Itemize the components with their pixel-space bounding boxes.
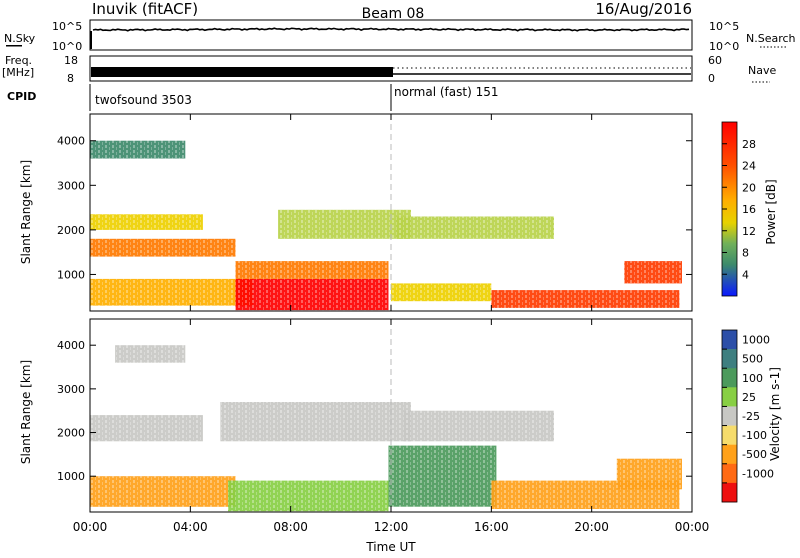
velocity-colorbar-band (722, 368, 737, 388)
nsky-left-tick-top: 10^5 (52, 20, 82, 33)
x-tick-label: 00:00 (73, 520, 108, 534)
freq-series-twofsound (91, 67, 393, 77)
velocity-colorbar-label: Velocity [m s-1] (768, 367, 782, 461)
nsky-panel: N.Sky 10^5 10^0 10^5 10^0 N.Search (4, 19, 796, 53)
cpid-mode-normal: normal (fast) 151 (394, 85, 498, 99)
velocity-y-axis: 4000 3000 2000 1000 (57, 339, 692, 483)
velocity-colorbar-tick-label: -500 (742, 448, 767, 461)
power-colorbar-tick-label: 8 (742, 247, 749, 260)
velocity-y-label: Slant Range [km] (19, 360, 33, 464)
x-tick-label: 00:00 (675, 520, 710, 534)
velocity-colorbar-tick-label: -1000 (742, 467, 774, 480)
velocity-colorbar-tick-label: 1000 (742, 334, 770, 347)
power-colorbar-tick-label: 24 (742, 160, 756, 173)
nave-tick-top: 60 (708, 54, 722, 67)
nsearch-label: N.Search (746, 32, 796, 45)
nsky-left-tick-bottom: 10^0 (52, 40, 82, 53)
velocity-colorbar-tick-label: -100 (742, 429, 767, 442)
date-title: 16/Aug/2016 (595, 0, 692, 18)
y-tick-label: 4000 (57, 339, 85, 352)
velocity-colorbar-band (722, 444, 737, 465)
power-colorbar-tick-label: 4 (742, 268, 749, 281)
velocity-colorbar-tick-label: -25 (742, 410, 760, 423)
nave-label: Nave (748, 64, 776, 77)
x-axis: 00:00 04:00 08:00 12:00 16:00 20:00 00:00 (73, 114, 710, 534)
y-tick-label: 2000 (57, 224, 85, 237)
station-title: Inuvik (fitACF) (92, 0, 198, 18)
velocity-colorbar-band (722, 463, 737, 484)
x-tick-label: 20:00 (574, 520, 609, 534)
power-colorbar-tick-label: 16 (742, 203, 756, 216)
power-panel: 4000 3000 2000 1000 Slant Range [km] (19, 113, 693, 312)
velocity-colorbar-band (722, 406, 737, 426)
power-colorbar-tick-label: 12 (742, 225, 756, 238)
velocity-colorbar-scale (721, 329, 738, 503)
freq-unit-label: [MHz] (2, 66, 34, 79)
power-colorbar-label: Power [dB] (764, 179, 778, 244)
power-colorbar-tick-label: 20 (742, 181, 756, 194)
freq-tick-bottom: 8 (67, 72, 74, 85)
nsky-right-tick-bottom: 10^0 (709, 40, 739, 53)
y-tick-label: 2000 (57, 427, 85, 440)
power-speckle-overlay (90, 114, 692, 311)
x-tick-label: 04:00 (173, 520, 208, 534)
x-tick-label: 16:00 (474, 520, 509, 534)
freq-label: Freq. (5, 54, 32, 67)
beam-title: Beam 08 (362, 6, 425, 22)
nave-tick-bottom: 0 (708, 72, 715, 85)
power-y-axis: 4000 3000 2000 1000 (57, 135, 692, 281)
nsky-legend-line (6, 45, 22, 47)
cpid-panel: CPID twofsound 3503 normal (fast) 151 (7, 84, 498, 111)
nsky-trace (92, 27, 690, 32)
velocity-colorbar-band (722, 349, 737, 369)
freq-tick-top: 18 (64, 54, 78, 67)
power-colorbar: 28 24 20 16 12 8 4 Power [dB] (721, 121, 778, 297)
y-tick-label: 3000 (57, 383, 85, 396)
velocity-colorbar-tick-label: 500 (742, 353, 763, 366)
y-tick-label: 3000 (57, 179, 85, 192)
velocity-colorbar-tick-label: 100 (742, 372, 763, 385)
y-tick-label: 1000 (57, 470, 85, 483)
velocity-colorbar: 1000 500 100 25 -25 -100 -500 -1000 Velocity [m… (721, 329, 782, 503)
cpid-mode-twofsound: twofsound 3503 (95, 93, 192, 107)
power-y-label: Slant Range [km] (19, 160, 33, 264)
nsky-label: N.Sky (4, 32, 36, 45)
x-tick-label: 08:00 (273, 520, 308, 534)
velocity-colorbar-ticks: 1000 500 100 25 -25 -100 -500 -1000 (722, 334, 774, 484)
velocity-panel: 4000 3000 2000 1000 Slant Range [km] (19, 318, 693, 513)
velocity-colorbar-band (722, 425, 737, 445)
velocity-colorbar-tick-label: 25 (742, 391, 756, 404)
freq-panel: Freq. [MHz] 18 8 60 0 Nave (2, 54, 776, 85)
nsky-series (90, 27, 690, 49)
cpid-label: CPID (7, 90, 36, 103)
y-tick-label: 4000 (57, 135, 85, 148)
velocity-colorbar-band (722, 387, 737, 407)
power-colorbar-ticks: 28 24 20 16 12 8 4 (722, 138, 756, 281)
velocity-colorbar-band (722, 482, 737, 503)
y-tick-label: 1000 (57, 268, 85, 281)
nsky-right-tick-top: 10^5 (709, 20, 739, 33)
power-colorbar-tick-label: 28 (742, 138, 756, 151)
x-tick-label: 12:00 (374, 520, 409, 534)
velocity-colorbar-frame (721, 329, 738, 503)
velocity-colorbar-band (722, 330, 737, 350)
x-axis-label: Time UT (365, 540, 416, 554)
